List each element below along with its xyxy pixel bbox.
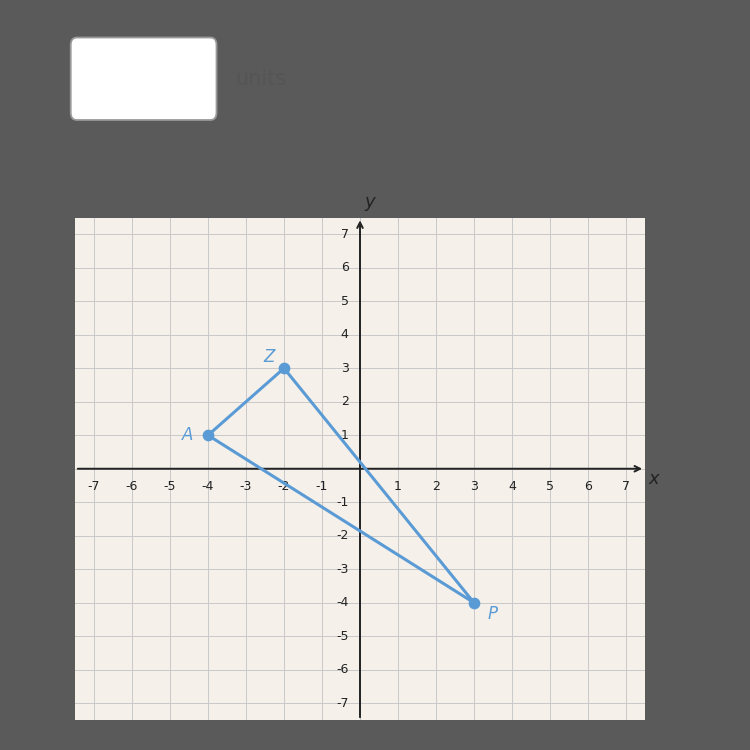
Text: 6: 6: [340, 261, 349, 274]
Text: -2: -2: [336, 530, 349, 542]
Text: -1: -1: [336, 496, 349, 508]
Text: -5: -5: [336, 630, 349, 643]
Text: A: A: [182, 426, 193, 444]
Text: -7: -7: [88, 481, 100, 494]
Text: 4: 4: [508, 481, 516, 494]
Text: 3: 3: [470, 481, 478, 494]
Text: units: units: [235, 69, 286, 88]
Point: [278, 362, 290, 374]
Point: [468, 597, 480, 609]
Text: 1: 1: [340, 429, 349, 442]
Text: 5: 5: [546, 481, 554, 494]
Point: [202, 429, 214, 441]
Text: x: x: [649, 470, 659, 488]
Text: -3: -3: [240, 481, 252, 494]
Text: 1: 1: [394, 481, 402, 494]
Text: 7: 7: [622, 481, 630, 494]
Text: -6: -6: [126, 481, 138, 494]
Text: 5: 5: [340, 295, 349, 307]
Text: P: P: [488, 605, 498, 623]
Text: 2: 2: [432, 481, 440, 494]
Text: -1: -1: [316, 481, 328, 494]
Text: 2: 2: [340, 395, 349, 408]
Text: -4: -4: [336, 596, 349, 609]
Text: -4: -4: [202, 481, 214, 494]
FancyBboxPatch shape: [70, 38, 217, 120]
Text: -7: -7: [336, 697, 349, 709]
Text: 6: 6: [584, 481, 592, 494]
Text: Z: Z: [263, 347, 274, 365]
Text: -2: -2: [278, 481, 290, 494]
Text: -5: -5: [164, 481, 176, 494]
Text: y: y: [364, 193, 375, 211]
Text: -3: -3: [336, 562, 349, 576]
Text: 4: 4: [340, 328, 349, 341]
Text: 3: 3: [340, 362, 349, 375]
Text: 7: 7: [340, 228, 349, 241]
Text: -6: -6: [336, 663, 349, 676]
